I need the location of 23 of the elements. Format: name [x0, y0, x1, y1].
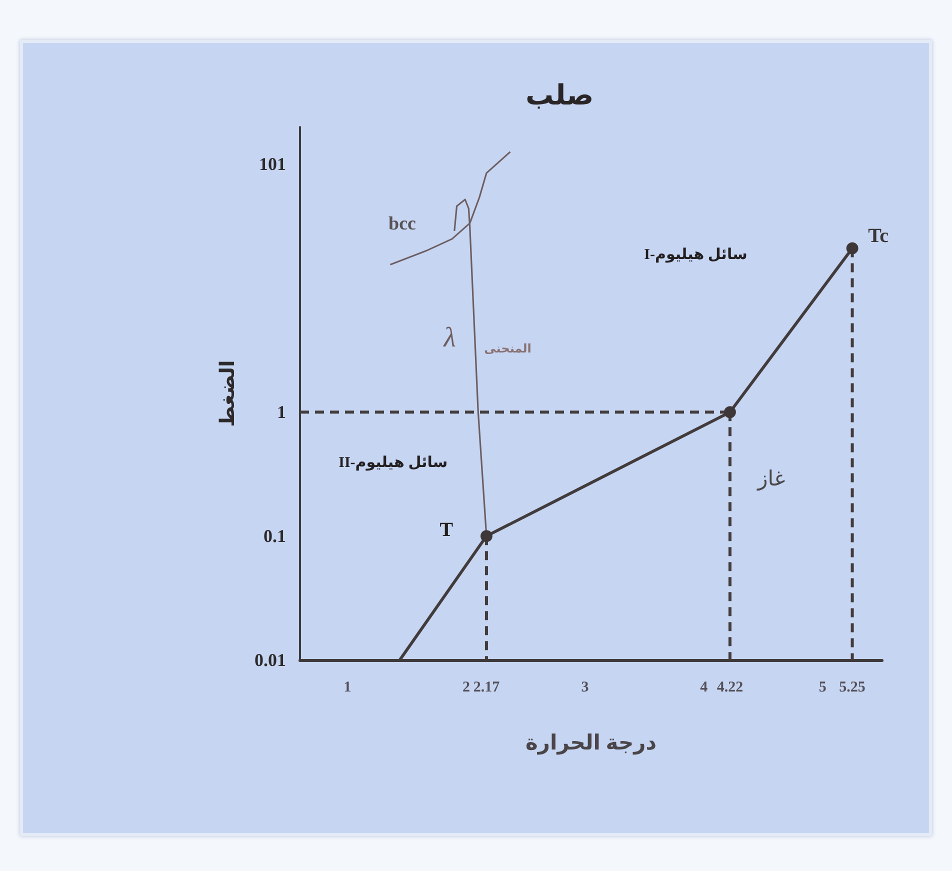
x-tick-label: 2: [462, 680, 470, 696]
x-tick-label: 2.17: [473, 680, 500, 696]
x-tick-label: 4: [700, 680, 708, 696]
annotation: سائل هيليوم-II: [338, 454, 448, 472]
x-tick-label: 3: [581, 680, 589, 696]
x-tick-label: 5: [818, 680, 826, 696]
text: صلب: [525, 80, 594, 112]
annotation: bcc: [388, 213, 416, 236]
x-tick-label: 5.25: [839, 680, 866, 696]
annotation: λ: [444, 322, 456, 354]
x-tick-label: 4.22: [716, 680, 744, 696]
annotation: T: [440, 519, 454, 542]
y-tick-label: 0.01: [254, 650, 286, 670]
annotation: Tc: [868, 225, 888, 248]
annotation: المنحنى: [484, 341, 532, 356]
y-tick-label: 0.1: [264, 526, 286, 546]
annotation: غاز: [758, 466, 786, 490]
x-tick-label: 1: [344, 680, 352, 696]
x-axis-title: درجة الحرارة: [526, 730, 657, 756]
y-tick-label: 1: [277, 402, 286, 422]
y-tick-label: 101: [259, 154, 286, 174]
y-axis-title: الضغط: [217, 360, 239, 427]
annotation: سائل هيليوم-I: [644, 246, 748, 264]
